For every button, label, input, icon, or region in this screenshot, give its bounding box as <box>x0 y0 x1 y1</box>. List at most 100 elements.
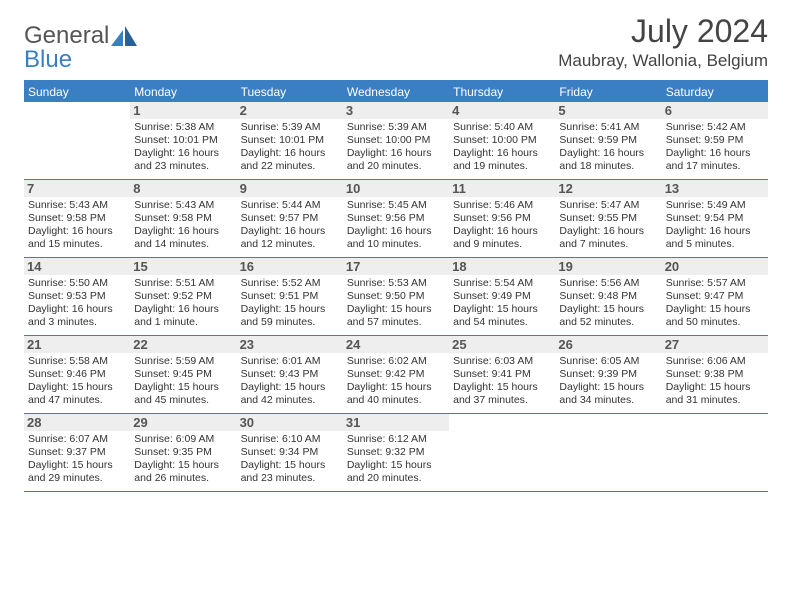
day-cell-empty <box>24 102 130 179</box>
day-cell: 2Sunrise: 5:39 AMSunset: 10:01 PMDayligh… <box>237 102 343 179</box>
day-details: Sunrise: 6:10 AMSunset: 9:34 PMDaylight:… <box>241 433 339 486</box>
sunrise-line: Sunrise: 5:51 AM <box>134 277 232 290</box>
daylight-line: Daylight: 15 hours and 50 minutes. <box>666 303 764 329</box>
sunrise-line: Sunrise: 5:46 AM <box>453 199 551 212</box>
sunset-line: Sunset: 9:52 PM <box>134 290 232 303</box>
sunrise-line: Sunrise: 5:45 AM <box>347 199 445 212</box>
day-cell: 20Sunrise: 5:57 AMSunset: 9:47 PMDayligh… <box>662 258 768 335</box>
sunset-line: Sunset: 9:51 PM <box>241 290 339 303</box>
sunrise-line: Sunrise: 6:12 AM <box>347 433 445 446</box>
day-cell: 30 Sunrise: 6:10 AMSunset: 9:34 PMDayligh… <box>237 414 343 491</box>
day-number: 20 <box>662 258 768 275</box>
day-details: Sunrise: 5:43 AMSunset: 9:58 PMDaylight:… <box>134 199 232 252</box>
sunset-line: Sunset: 9:59 PM <box>559 134 657 147</box>
day-cell: 15Sunrise: 5:51 AMSunset: 9:52 PMDayligh… <box>130 258 236 335</box>
daylight-line: Daylight: 16 hours and 20 minutes. <box>347 147 445 173</box>
day-cell: 4Sunrise: 5:40 AMSunset: 10:00 PMDayligh… <box>449 102 555 179</box>
title-block: July 2024 Maubray, Wallonia, Belgium <box>558 14 768 71</box>
day-details: Sunrise: 5:42 AMSunset: 9:59 PMDaylight:… <box>666 121 764 174</box>
week-row: 14Sunrise: 5:50 AMSunset: 9:53 PMDayligh… <box>24 258 768 336</box>
sunset-line: Sunset: 9:41 PM <box>453 368 551 381</box>
sunset-line: Sunset: 9:54 PM <box>666 212 764 225</box>
day-number: 28 <box>24 414 130 431</box>
daylight-line: Daylight: 16 hours and 14 minutes. <box>134 225 232 251</box>
day-cell: 8Sunrise: 5:43 AMSunset: 9:58 PMDaylight… <box>130 180 236 257</box>
daylight-line: Daylight: 15 hours and 57 minutes. <box>347 303 445 329</box>
sunset-line: Sunset: 10:00 PM <box>347 134 445 147</box>
day-details: Sunrise: 6:09 AMSunset: 9:35 PMDaylight:… <box>134 433 232 486</box>
day-number: 30 <box>237 414 343 431</box>
month-title: July 2024 <box>558 14 768 49</box>
sunset-line: Sunset: 9:38 PM <box>666 368 764 381</box>
day-number: 19 <box>555 258 661 275</box>
sunset-line: Sunset: 9:37 PM <box>28 446 126 459</box>
day-details: Sunrise: 5:38 AMSunset: 10:01 PMDaylight… <box>134 121 232 174</box>
week-row: 7Sunrise: 5:43 AMSunset: 9:58 PMDaylight… <box>24 180 768 258</box>
day-details: Sunrise: 5:47 AMSunset: 9:55 PMDaylight:… <box>559 199 657 252</box>
day-details: Sunrise: 6:03 AMSunset: 9:41 PMDaylight:… <box>453 355 551 408</box>
sunrise-line: Sunrise: 5:53 AM <box>347 277 445 290</box>
day-details: Sunrise: 5:50 AMSunset: 9:53 PMDaylight:… <box>28 277 126 330</box>
day-details: Sunrise: 6:07 AMSunset: 9:37 PMDaylight:… <box>28 433 126 486</box>
day-header: Tuesday <box>237 82 343 102</box>
daylight-line: Daylight: 16 hours and 22 minutes. <box>241 147 339 173</box>
day-cell: 29Sunrise: 6:09 AMSunset: 9:35 PMDayligh… <box>130 414 236 491</box>
sunset-line: Sunset: 10:01 PM <box>241 134 339 147</box>
sunset-line: Sunset: 9:39 PM <box>559 368 657 381</box>
logo-word-1: General <box>24 22 109 49</box>
sunrise-line: Sunrise: 5:59 AM <box>134 355 232 368</box>
day-cell: 6 Sunrise: 5:42 AMSunset: 9:59 PMDaylight… <box>662 102 768 179</box>
sunrise-line: Sunrise: 5:47 AM <box>559 199 657 212</box>
day-cell: 14Sunrise: 5:50 AMSunset: 9:53 PMDayligh… <box>24 258 130 335</box>
day-header: Saturday <box>662 82 768 102</box>
sunrise-line: Sunrise: 5:39 AM <box>241 121 339 134</box>
sunset-line: Sunset: 9:32 PM <box>347 446 445 459</box>
sunset-line: Sunset: 9:58 PM <box>28 212 126 225</box>
day-number: 27 <box>662 336 768 353</box>
day-number: 13 <box>662 180 768 197</box>
day-number: 4 <box>449 102 555 119</box>
day-number: 16 <box>237 258 343 275</box>
sunset-line: Sunset: 9:56 PM <box>453 212 551 225</box>
sunrise-line: Sunrise: 5:43 AM <box>134 199 232 212</box>
day-number: 24 <box>343 336 449 353</box>
sunset-line: Sunset: 9:45 PM <box>134 368 232 381</box>
day-cell: 23Sunrise: 6:01 AMSunset: 9:43 PMDayligh… <box>237 336 343 413</box>
day-cell-empty <box>662 414 768 491</box>
calendar-grid: SundayMondayTuesdayWednesdayThursdayFrid… <box>24 80 768 492</box>
day-details: Sunrise: 5:45 AMSunset: 9:56 PMDaylight:… <box>347 199 445 252</box>
sunset-line: Sunset: 9:53 PM <box>28 290 126 303</box>
day-details: Sunrise: 6:05 AMSunset: 9:39 PMDaylight:… <box>559 355 657 408</box>
day-cell: 17Sunrise: 5:53 AMSunset: 9:50 PMDayligh… <box>343 258 449 335</box>
sunrise-line: Sunrise: 6:03 AM <box>453 355 551 368</box>
day-cell: 22Sunrise: 5:59 AMSunset: 9:45 PMDayligh… <box>130 336 236 413</box>
daylight-line: Daylight: 15 hours and 20 minutes. <box>347 459 445 485</box>
day-cell: 7Sunrise: 5:43 AMSunset: 9:58 PMDaylight… <box>24 180 130 257</box>
day-cell-empty <box>449 414 555 491</box>
logo-word-2: Blue <box>24 46 72 73</box>
day-details: Sunrise: 6:12 AMSunset: 9:32 PMDaylight:… <box>347 433 445 486</box>
sunset-line: Sunset: 9:43 PM <box>241 368 339 381</box>
day-number: 5 <box>555 102 661 119</box>
day-details: Sunrise: 6:06 AMSunset: 9:38 PMDaylight:… <box>666 355 764 408</box>
day-details: Sunrise: 5:59 AMSunset: 9:45 PMDaylight:… <box>134 355 232 408</box>
day-number: 25 <box>449 336 555 353</box>
daylight-line: Daylight: 15 hours and 52 minutes. <box>559 303 657 329</box>
daylight-line: Daylight: 16 hours and 1 minute. <box>134 303 232 329</box>
day-header: Friday <box>555 82 661 102</box>
day-cell: 11Sunrise: 5:46 AMSunset: 9:56 PMDayligh… <box>449 180 555 257</box>
daylight-line: Daylight: 15 hours and 54 minutes. <box>453 303 551 329</box>
daylight-line: Daylight: 16 hours and 10 minutes. <box>347 225 445 251</box>
sunrise-line: Sunrise: 6:05 AM <box>559 355 657 368</box>
daylight-line: Daylight: 16 hours and 5 minutes. <box>666 225 764 251</box>
day-details: Sunrise: 5:49 AMSunset: 9:54 PMDaylight:… <box>666 199 764 252</box>
calendar-document: General Blue July 2024 Maubray, Wallonia… <box>0 0 792 516</box>
sunrise-line: Sunrise: 5:54 AM <box>453 277 551 290</box>
sunrise-line: Sunrise: 5:41 AM <box>559 121 657 134</box>
sunset-line: Sunset: 9:35 PM <box>134 446 232 459</box>
day-cell: 10Sunrise: 5:45 AMSunset: 9:56 PMDayligh… <box>343 180 449 257</box>
day-number: 6 <box>662 102 768 119</box>
logo: General Blue <box>24 14 139 72</box>
daylight-line: Daylight: 16 hours and 18 minutes. <box>559 147 657 173</box>
daylight-line: Daylight: 16 hours and 3 minutes. <box>28 303 126 329</box>
